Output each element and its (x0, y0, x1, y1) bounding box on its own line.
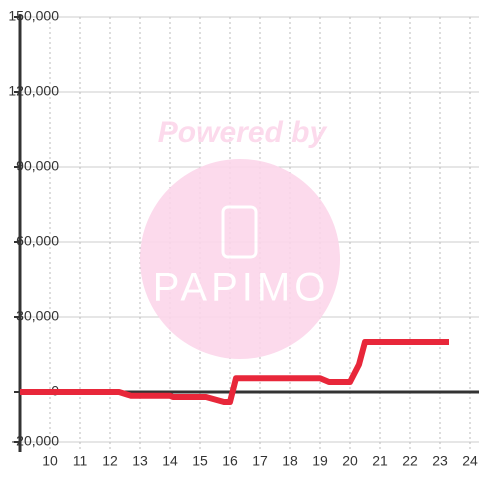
watermark-circle (140, 159, 340, 359)
x-tick-label: 18 (282, 453, 298, 469)
y-tick-label: 120,000 (8, 83, 59, 99)
x-tick-label: 16 (222, 453, 238, 469)
x-tick-label: 17 (252, 453, 268, 469)
x-tick-label: 23 (432, 453, 448, 469)
x-tick-label: 24 (462, 453, 478, 469)
y-tick-label: 30,000 (16, 308, 59, 324)
line-series (20, 339, 449, 405)
watermark-text: Powered by (158, 116, 328, 149)
x-tick-label: 15 (192, 453, 208, 469)
watermark: Powered by PAPIMO (140, 116, 340, 359)
x-tick-label: 13 (132, 453, 148, 469)
y-tick-label: -20,000 (12, 433, 60, 449)
x-tick-label: 21 (372, 453, 388, 469)
watermark-brand: PAPIMO (153, 266, 330, 310)
x-tick-label: 19 (312, 453, 328, 469)
y-tick-label: 60,000 (16, 233, 59, 249)
watermark-icon (221, 205, 258, 259)
x-tick-label: 10 (42, 453, 58, 469)
x-tick-label: 20 (342, 453, 358, 469)
x-tick-label: 11 (73, 453, 88, 469)
y-tick-label: 150,000 (8, 8, 59, 24)
x-tick-label: 22 (402, 453, 418, 469)
y-tick-label: 90,000 (16, 158, 59, 174)
x-tick-label: 14 (162, 453, 178, 469)
x-tick-label: 12 (102, 453, 118, 469)
